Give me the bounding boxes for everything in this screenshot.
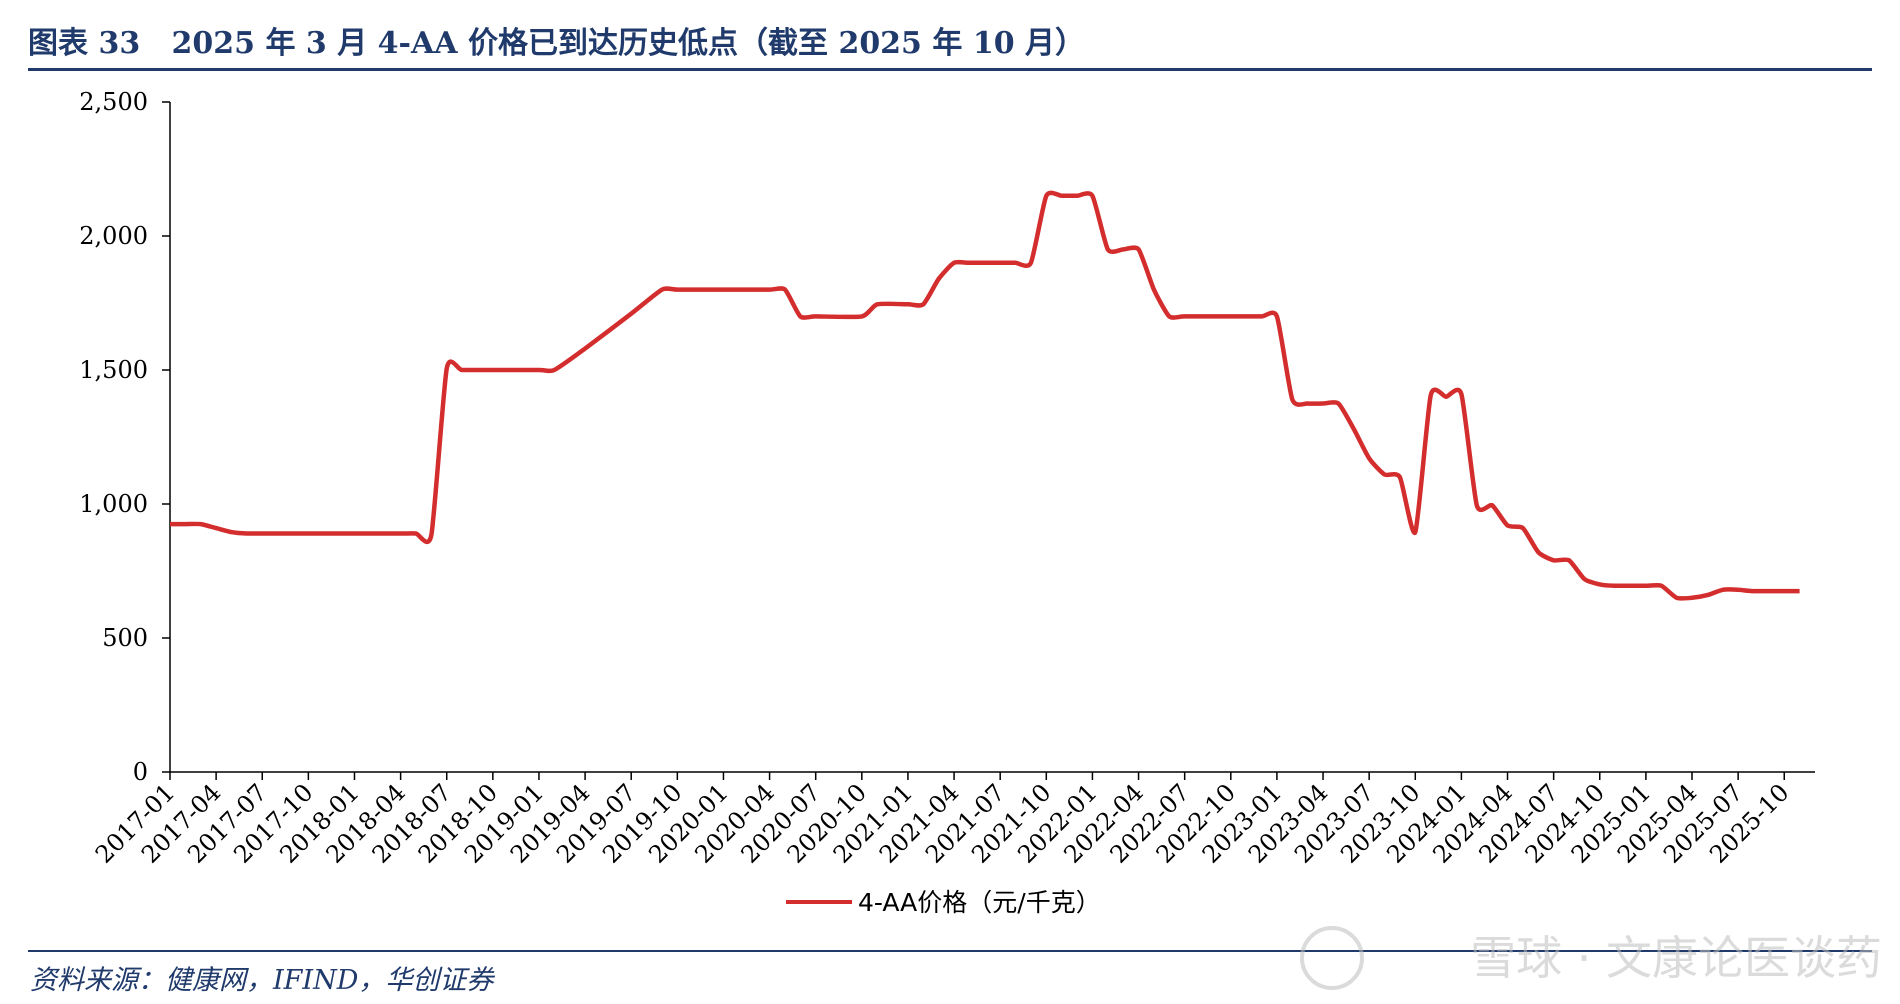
y-tick-label: 2,500 xyxy=(79,88,148,116)
y-tick-label: 1,000 xyxy=(79,490,148,518)
figure-title: 图表 33 2025 年 3 月 4-AA 价格已到达历史低点（截至 2025 … xyxy=(28,26,1086,61)
source-rule xyxy=(28,950,1872,952)
y-tick-label: 1,500 xyxy=(79,356,148,384)
series-layer xyxy=(170,190,1800,601)
line-chart: 0 500 1,000 1,500 2,000 2,500 2017-012017-042… xyxy=(79,88,1815,917)
chart-axes xyxy=(169,102,1815,773)
y-tick-label: 2,000 xyxy=(79,222,148,250)
title-rule xyxy=(28,68,1872,71)
x-axis-ticks: 2017-012017-042017-072017-102018-012018-… xyxy=(90,772,1794,869)
series-line xyxy=(170,190,1800,601)
watermark-text: 雪球 · 文康论医谈药 xyxy=(1470,931,1882,985)
source-note: 资料来源：健康网，IFIND，华创证券 xyxy=(30,965,494,996)
watermark-logo-icon xyxy=(1300,926,1364,990)
y-tick-label: 500 xyxy=(102,624,148,652)
y-tick-label: 0 xyxy=(133,758,148,786)
legend: 4-AA价格（元/千克） xyxy=(786,888,1101,917)
legend-label: 4-AA价格（元/千克） xyxy=(858,888,1101,917)
y-axis-ticks: 0 500 1,000 1,500 2,000 2,500 xyxy=(79,88,170,786)
